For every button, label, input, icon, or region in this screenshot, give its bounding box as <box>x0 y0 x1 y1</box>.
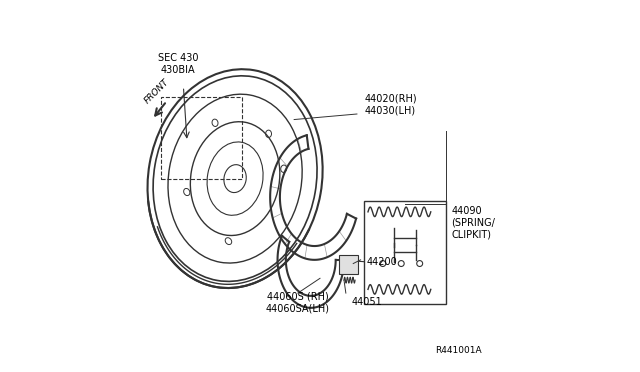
Text: R441001A: R441001A <box>435 346 482 355</box>
Text: 44090
(SPRING/
CLIPKIT): 44090 (SPRING/ CLIPKIT) <box>451 206 495 240</box>
Text: 44200: 44200 <box>366 257 397 267</box>
Text: 44051: 44051 <box>351 297 382 307</box>
Text: SEC 430
430BIA: SEC 430 430BIA <box>157 53 198 75</box>
Text: 44060S (RH)
44060SA(LH): 44060S (RH) 44060SA(LH) <box>266 292 330 313</box>
FancyBboxPatch shape <box>339 255 358 274</box>
Text: 44020(RH)
44030(LH): 44020(RH) 44030(LH) <box>364 94 417 116</box>
Text: FRONT: FRONT <box>143 78 171 106</box>
